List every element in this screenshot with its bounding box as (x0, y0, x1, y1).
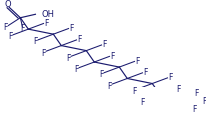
Text: F: F (176, 84, 180, 93)
Text: F: F (168, 73, 172, 82)
Text: F: F (99, 70, 104, 79)
Text: F: F (110, 51, 115, 60)
Text: F: F (66, 53, 70, 62)
Text: F: F (194, 88, 199, 97)
Text: F: F (20, 24, 25, 33)
Text: F: F (107, 81, 111, 90)
Text: F: F (69, 24, 74, 33)
Text: OH: OH (41, 10, 54, 19)
Text: F: F (33, 37, 37, 46)
Text: F: F (102, 40, 107, 49)
Text: F: F (3, 23, 7, 32)
Text: F: F (140, 97, 144, 106)
Text: F: F (44, 19, 48, 28)
Text: F: F (202, 97, 206, 105)
Text: F: F (132, 86, 137, 95)
Text: O: O (4, 0, 11, 9)
Text: F: F (77, 35, 81, 44)
Text: F: F (135, 56, 139, 65)
Text: F: F (8, 32, 13, 41)
Text: F: F (192, 104, 197, 113)
Text: F: F (74, 65, 78, 74)
Text: F: F (143, 68, 147, 77)
Text: F: F (41, 48, 46, 57)
